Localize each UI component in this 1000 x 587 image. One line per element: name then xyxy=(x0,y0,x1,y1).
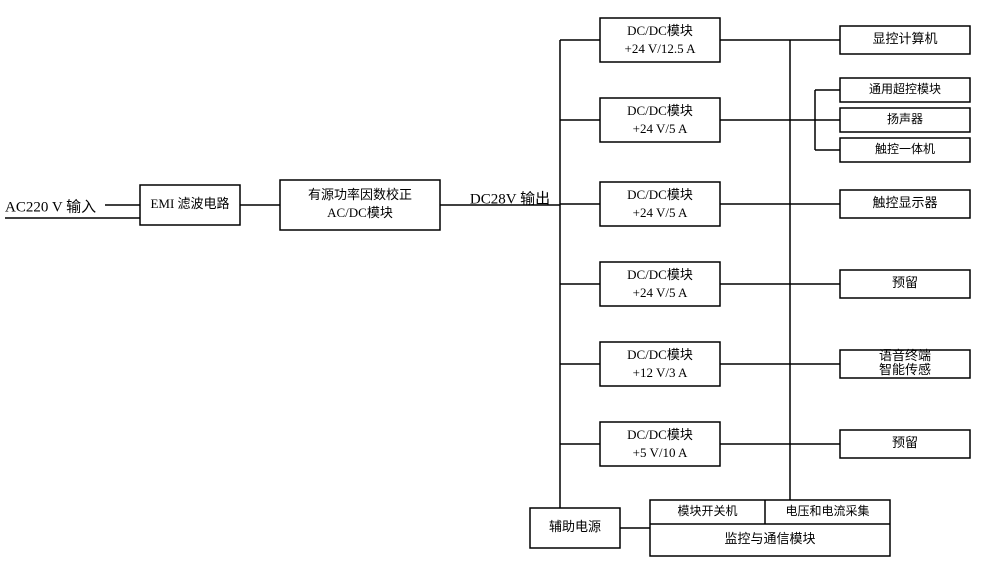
emi-filter-label: EMI 滤波电路 xyxy=(150,196,229,211)
load-5-0-label: 预留 xyxy=(892,435,918,450)
dcdc-module-3-l1: DC/DC模块 xyxy=(627,267,693,282)
dcdc-module-1-l1: DC/DC模块 xyxy=(627,103,693,118)
dcdc-module-5-l1: DC/DC模块 xyxy=(627,427,693,442)
load-3-0-label: 预留 xyxy=(892,275,918,290)
dcdc-module-3-l2: +24 V/5 A xyxy=(633,285,688,300)
load-2-0-label: 触控显示器 xyxy=(872,195,937,210)
load-1-1-label: 扬声器 xyxy=(887,111,923,126)
pfc-line2: AC/DC模块 xyxy=(327,205,393,220)
dcdc-module-5-l2: +5 V/10 A xyxy=(633,445,688,460)
dcdc-module-4-l2: +12 V/3 A xyxy=(633,365,688,380)
ac-input-label: AC220 V 输入 xyxy=(5,198,96,215)
dcdc-module-4-l1: DC/DC模块 xyxy=(627,347,693,362)
load-0-0-label: 显控计算机 xyxy=(872,31,937,46)
pfc-line1: 有源功率因数校正 xyxy=(308,187,412,202)
dc28v-label: DC28V 输出 xyxy=(470,190,550,207)
dcdc-module-2-l2: +24 V/5 A xyxy=(633,205,688,220)
monitor-main: 监控与通信模块 xyxy=(724,531,815,546)
load-4-0-label: 语音终端智能传感 xyxy=(879,348,931,377)
load-1-0-label: 通用超控模块 xyxy=(869,81,941,96)
monitor-sub1: 模块开关机 xyxy=(677,504,737,518)
dcdc-module-0-l1: DC/DC模块 xyxy=(627,23,693,38)
monitor-sub2: 电压和电流采集 xyxy=(785,503,869,518)
power-block-diagram: AC220 V 输入 EMI 滤波电路 有源功率因数校正 AC/DC模块 DC28V 输… xyxy=(0,0,1000,587)
dcdc-module-1-l2: +24 V/5 A xyxy=(633,121,688,136)
load-1-2-label: 触控一体机 xyxy=(875,142,935,156)
dcdc-module-2-l1: DC/DC模块 xyxy=(627,187,693,202)
dcdc-module-0-l2: +24 V/12.5 A xyxy=(624,41,696,56)
aux-power-label: 辅助电源 xyxy=(549,519,601,534)
